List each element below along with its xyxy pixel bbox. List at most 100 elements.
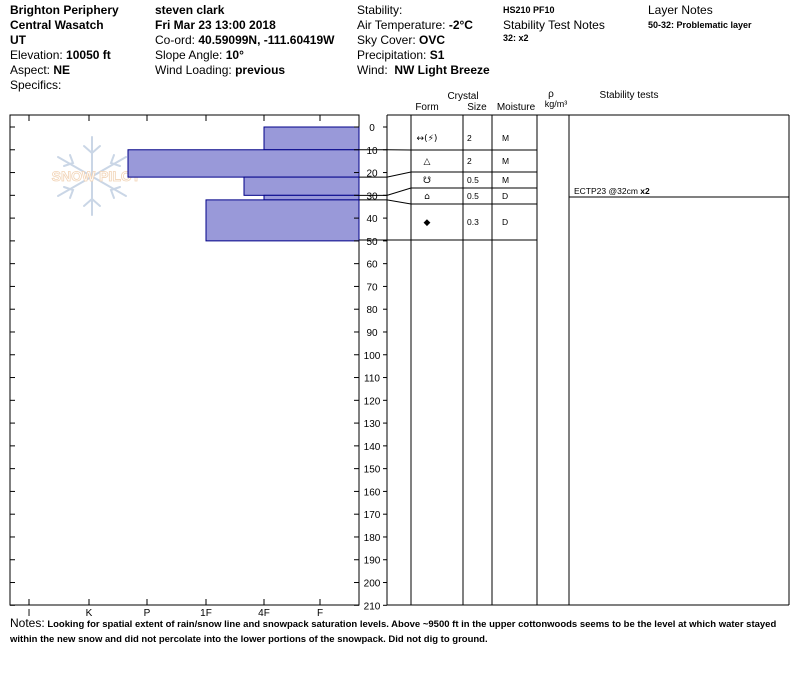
crystal-size: 2	[467, 156, 472, 166]
crystal-form-icon: ⌂	[424, 192, 430, 202]
hardness-bar	[263, 126, 360, 151]
coord-value: 40.59099N, -111.60419W	[198, 33, 335, 47]
depth-label: 130	[364, 419, 381, 430]
depth-label: 30	[366, 191, 378, 202]
layer-notes-label: Layer Notes	[648, 3, 713, 17]
hs-pf-value: HS210 PF10	[503, 5, 555, 15]
depth-label: 60	[366, 260, 378, 271]
depth-label: 190	[364, 556, 381, 567]
wind-loading-label: Wind Loading:	[155, 63, 232, 77]
precip-value: S1	[429, 48, 445, 62]
air-temp-value: -2°C	[448, 18, 473, 32]
crystal-form-icon: ◆	[424, 218, 431, 228]
elevation-label: Elevation:	[10, 48, 63, 62]
layer-notes-block: Layer Notes 50-32: Problematic layer	[648, 3, 752, 31]
stability-test-entry: ECTP23 @32cm x2	[574, 186, 650, 196]
logo-text: SNOW PILOT	[52, 168, 141, 184]
row-connector	[359, 171, 412, 178]
depth-label: 10	[366, 146, 378, 157]
size-header: Size	[467, 102, 487, 113]
aspect-label: Aspect:	[10, 63, 51, 77]
crystal-form-icon: ↔(⚡)	[417, 134, 438, 144]
slope-value: 10°	[225, 48, 244, 62]
moisture-header: Moisture	[497, 102, 536, 113]
density-unit: kg/m³	[545, 99, 568, 109]
depth-label: 160	[364, 487, 381, 498]
moisture-value: M	[502, 175, 509, 185]
stability-notes-label: Stability Test Notes	[503, 18, 605, 32]
range-name: Central Wasatch	[10, 18, 104, 32]
location-name: Brighton Periphery	[10, 3, 119, 17]
stability-tests-header: Stability tests	[600, 90, 659, 101]
location-block: Brighton Periphery Central Wasatch UT El…	[10, 3, 119, 93]
layer-table-frame	[359, 114, 790, 606]
hardness-label: 4F	[258, 608, 270, 619]
slope-label: Slope Angle:	[155, 48, 223, 62]
crystal-size: 2	[467, 133, 472, 143]
hardness-bar	[205, 199, 360, 242]
depth-axis: 0 10 20 30 40 50 60 70 80 90 100 110 120 130 140 150 160…	[364, 123, 387, 612]
snowpilot-logo: SNOW PILOT	[51, 136, 141, 216]
crystal-form-icon: △	[424, 157, 431, 167]
state-name: UT	[10, 33, 26, 47]
depth-label: 150	[364, 465, 381, 476]
observer-name: steven clark	[155, 3, 225, 17]
depth-label: 70	[366, 282, 378, 293]
crystal-form-icon: ☋	[423, 176, 431, 186]
aspect-value: NE	[53, 63, 71, 77]
stability-test-text: ECTP23 @32cm	[574, 186, 638, 196]
depth-label: 80	[366, 305, 378, 316]
moisture-value: D	[502, 191, 508, 201]
crystal-size: 0.5	[467, 175, 479, 185]
layer-row-lines	[359, 149, 537, 205]
depth-label: 170	[364, 510, 381, 521]
wind-label: Wind:	[357, 63, 388, 77]
crystal-header: Crystal	[447, 91, 478, 102]
form-header: Form	[415, 102, 438, 113]
hardness-chart-frame	[9, 114, 360, 606]
row-connector	[359, 187, 412, 196]
hardness-bar	[243, 176, 360, 196]
hardness-label: K	[86, 608, 93, 619]
density-symbol: ρ	[548, 89, 554, 100]
hardness-label: F	[317, 608, 323, 619]
hardness-label: P	[144, 608, 151, 619]
depth-label: 20	[366, 169, 378, 180]
row-connector	[359, 199, 412, 205]
hardness-bar	[127, 149, 360, 178]
stability-test-result: x2	[640, 186, 650, 196]
depth-label: 40	[366, 214, 378, 225]
depth-label: 180	[364, 533, 381, 544]
depth-label: 210	[364, 601, 381, 612]
sky-label: Sky Cover:	[357, 33, 416, 47]
stability-notes-value: 32: x2	[503, 33, 529, 43]
left-depth-ticks	[10, 126, 359, 606]
crystal-size: 0.5	[467, 191, 479, 201]
notes-label: Notes:	[10, 616, 45, 630]
notes-text: Looking for spatial extent of rain/snow …	[10, 619, 777, 645]
hardness-bars	[127, 126, 360, 242]
specifics-label: Specifics:	[10, 78, 62, 92]
depth-label: 200	[364, 579, 381, 590]
hardness-label: I	[28, 608, 31, 619]
wind-loading-value: previous	[235, 63, 286, 77]
depth-label: 0	[369, 123, 375, 134]
air-temp-label: Air Temperature:	[357, 18, 446, 32]
depth-label: 110	[364, 374, 380, 385]
hardness-bar	[263, 194, 360, 201]
hardness-axis: I K P 1F 4F F	[28, 115, 323, 619]
notes-section: Notes: Looking for spatial extent of rai…	[10, 616, 800, 647]
layer-rows: ↔(⚡) 2 M △ 2 M ☋ 0.5 M ⌂ 0.5 D ◆ 0.3 D	[417, 133, 510, 228]
moisture-value: D	[502, 217, 508, 227]
precip-label: Precipitation:	[357, 48, 427, 62]
depth-label: 50	[366, 237, 378, 248]
depth-label: 100	[364, 351, 381, 362]
coord-label: Co-ord:	[155, 33, 196, 47]
depth-label: 120	[364, 396, 381, 407]
sky-value: OVC	[419, 33, 446, 47]
stability-label: Stability:	[357, 3, 403, 17]
observation-datetime: Fri Mar 23 13:00 2018	[155, 18, 276, 32]
layer-notes-value: 50-32: Problematic layer	[648, 20, 752, 30]
elevation-value: 10050 ft	[66, 48, 111, 62]
